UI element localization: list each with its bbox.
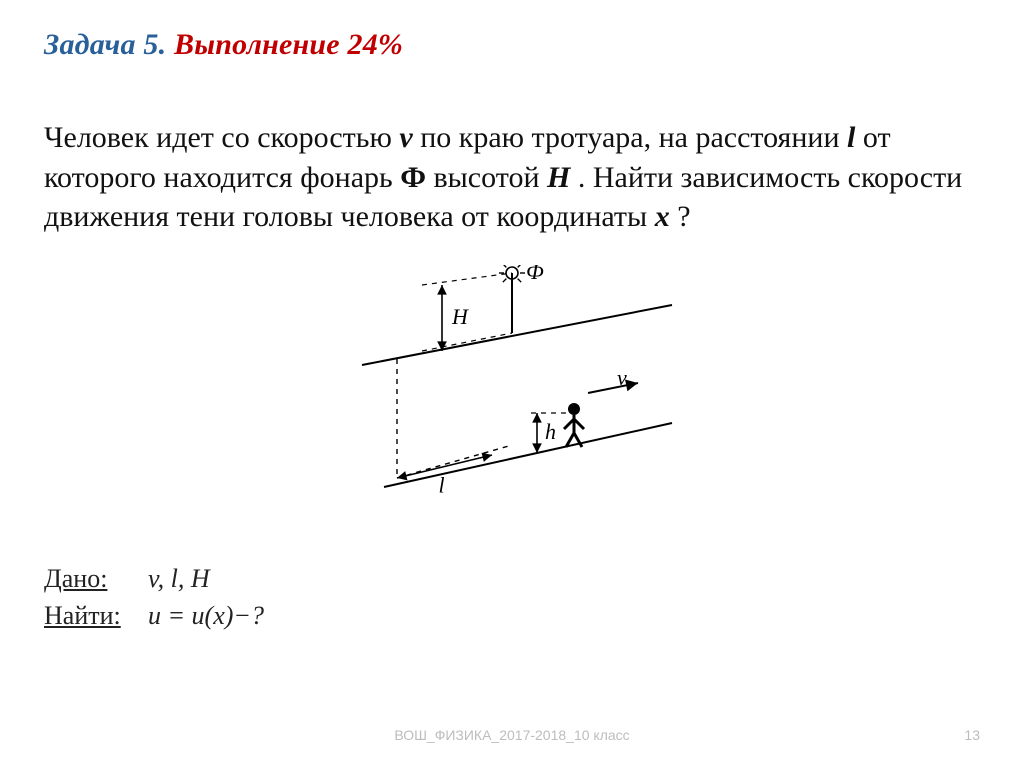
svg-text:v: v — [617, 365, 627, 390]
slide-title: Задача 5. Выполнение 24% — [44, 28, 980, 62]
find-line: Найти: u = u(x)−? — [44, 597, 980, 635]
svg-text:Ф: Ф — [526, 265, 544, 284]
problem-seg: высотой — [433, 161, 547, 194]
problem-seg: по краю тротуара, на расстоянии — [420, 121, 847, 154]
problem-seg: Человек идет со скоростью — [44, 121, 399, 154]
var-x: x — [655, 200, 670, 233]
var-l: l — [847, 121, 855, 154]
label-find: Найти: — [44, 597, 122, 635]
var-H: H — [547, 161, 570, 194]
diagram-container: Ф Hl h v — [44, 265, 980, 530]
var-v: v — [399, 121, 412, 154]
label-dano: Дано: — [44, 560, 122, 598]
title-part-1: Задача 5. — [44, 28, 166, 61]
page-number: 13 — [964, 727, 980, 743]
footer-text: ВОШ_ФИЗИКА_2017-2018_10 класс — [0, 727, 1024, 743]
problem-seg: ? — [677, 200, 690, 233]
given-line: Дано: v, l, H — [44, 560, 980, 598]
vals-find: u = u(x)−? — [148, 601, 264, 630]
physics-diagram: Ф Hl h v — [342, 265, 682, 525]
svg-text:H: H — [451, 304, 469, 329]
title-part-2: Выполнение 24% — [174, 28, 403, 61]
given-block: Дано: v, l, H Найти: u = u(x)−? — [44, 560, 980, 635]
slide: Задача 5. Выполнение 24% Человек идет со… — [0, 0, 1024, 767]
svg-text:h: h — [545, 419, 556, 444]
problem-text: Человек идет со скоростью v по краю трот… — [44, 118, 964, 237]
var-phi: Ф — [400, 161, 426, 194]
vals-dano: v, l, H — [148, 564, 210, 593]
svg-text:l: l — [439, 472, 445, 497]
